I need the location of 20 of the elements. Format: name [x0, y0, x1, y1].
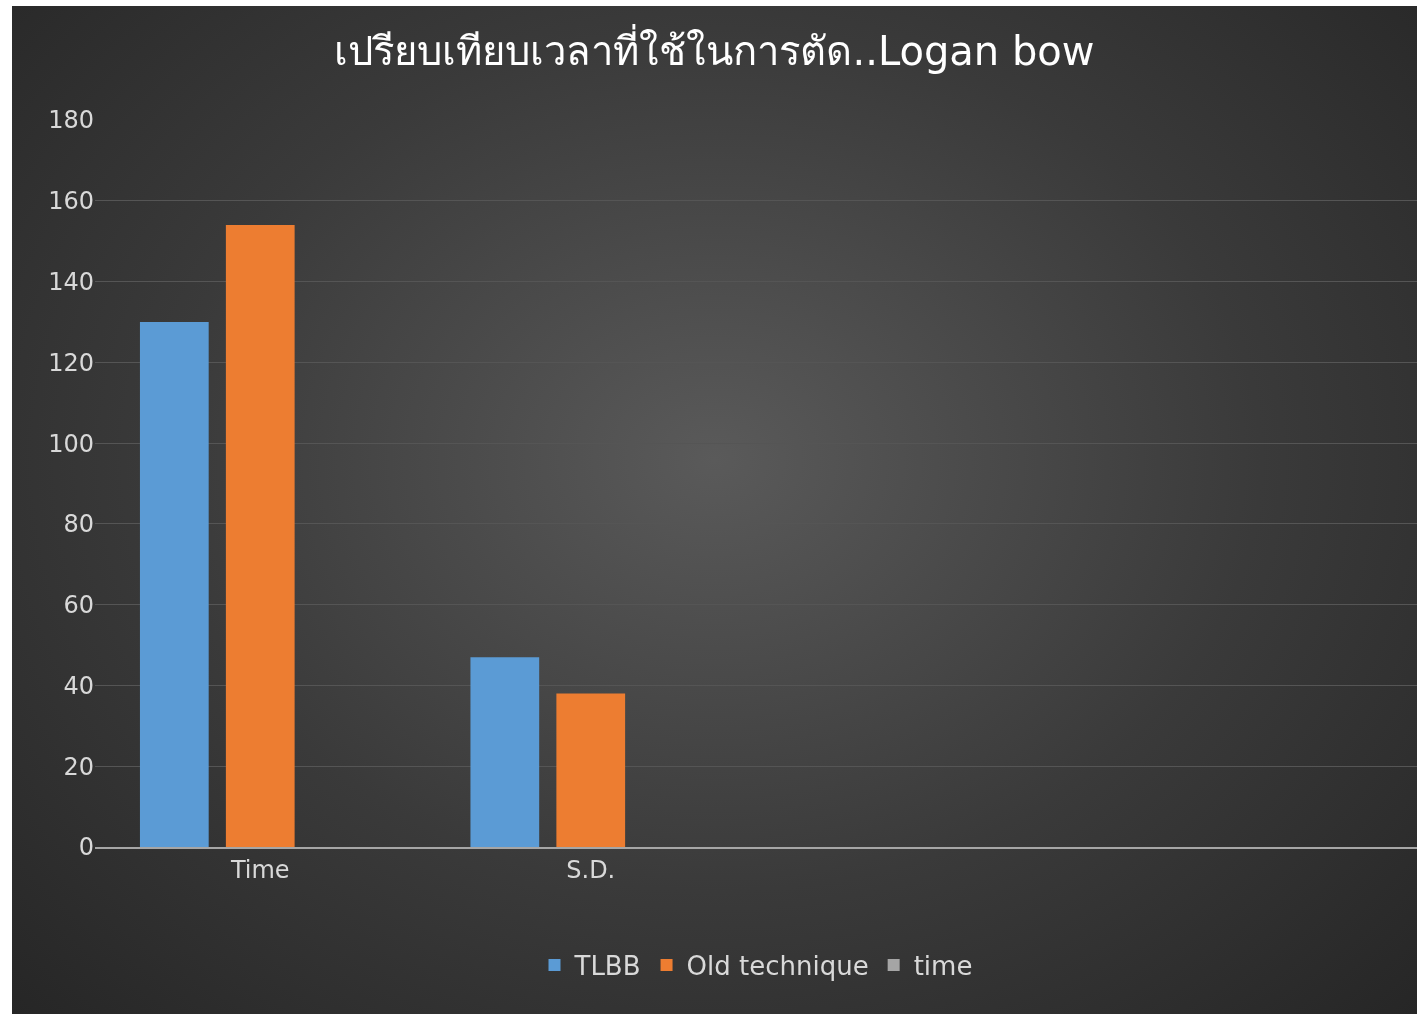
y-tick-label: 100 [48, 429, 94, 458]
x-tick-label: S.D. [566, 855, 616, 884]
y-tick-label: 120 [48, 348, 94, 377]
bar [225, 225, 295, 847]
chart-title: เปรียบเทียบเวลาที่ใช้ในการตัด..Logan bow [334, 24, 1095, 75]
bar [139, 321, 209, 847]
y-tick-label: 160 [48, 187, 94, 216]
y-tick-label: 20 [63, 752, 94, 781]
legend-label: Old technique [686, 951, 869, 982]
bar [556, 693, 626, 847]
y-tick-label: 180 [48, 106, 94, 135]
legend-label: TLBB [573, 951, 641, 982]
bar [470, 657, 540, 847]
y-tick-label: 0 [78, 833, 94, 862]
y-tick-label: 80 [63, 510, 94, 539]
y-tick-label: 40 [63, 671, 94, 700]
legend-label: time [913, 951, 973, 982]
y-tick-label: 60 [63, 591, 94, 620]
y-tick-label: 140 [48, 267, 94, 296]
x-tick-label: Time [229, 855, 290, 884]
